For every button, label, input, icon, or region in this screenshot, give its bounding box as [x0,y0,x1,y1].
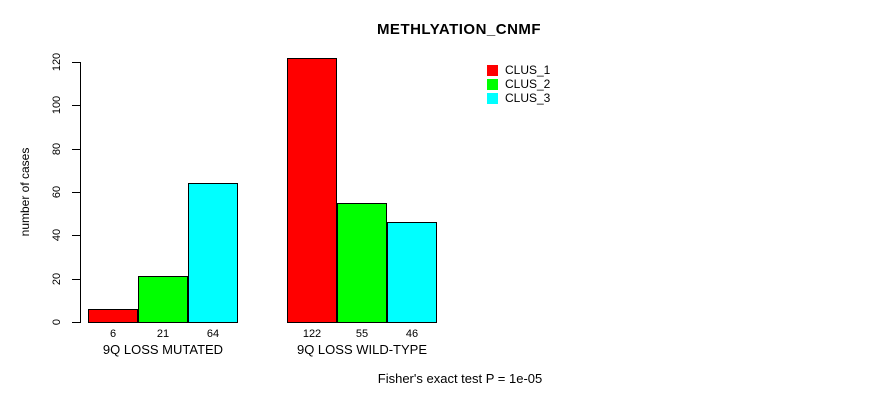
bar-clus_1-1 [88,309,138,323]
y-tick-label: 0 [51,318,63,326]
y-tick-label: 40 [51,229,63,242]
y-tick-mark [72,278,80,280]
legend-swatch-clus3 [487,92,498,104]
y-tick-label: 20 [51,272,63,285]
bar-value-label: 122 [302,328,322,340]
y-tick-label: 120 [51,52,63,72]
legend-swatch-clus1 [487,64,498,76]
legend-label: CLUS_2 [505,77,551,91]
y-tick-label: 80 [51,142,63,155]
y-tick-mark [72,192,80,193]
legend-item: CLUS_3 [487,91,550,105]
bar-clus_1-2 [287,58,337,323]
bar-value-label: 64 [206,328,220,340]
category-label: 9Q LOSS MUTATED [102,342,224,357]
y-tick-mark [72,62,80,63]
bar-value-label: 55 [355,328,369,340]
bar-value-label: 6 [109,328,117,340]
bar-value-label: 46 [405,328,419,340]
bar-clus_2-2 [337,203,387,323]
chart-title: METHLYATION_CNMF [376,21,542,38]
y-tick-label: 100 [51,96,63,115]
bar-value-label: 21 [156,328,170,340]
legend-label: CLUS_3 [505,91,551,105]
category-label: 9Q LOSS WILD-TYPE [296,342,428,357]
legend-item: CLUS_1 [487,63,550,77]
y-axis-label: number of cases [18,147,32,237]
y-tick-mark [72,105,80,107]
y-axis [80,62,81,323]
legend-swatch-clus2 [487,78,498,90]
y-tick-label: 60 [51,185,63,199]
y-tick-mark [72,235,80,237]
y-tick-mark [72,322,80,323]
bar-clus_3-1 [188,183,238,323]
bar-clus_2-1 [138,276,188,323]
y-tick-mark [72,148,80,150]
stat-test-caption: Fisher's exact test P = 1e-05 [377,371,543,386]
legend-item: CLUS_2 [487,77,550,91]
legend: CLUS_1 CLUS_2 CLUS_3 [487,63,550,105]
bar-clus_3-2 [387,222,437,323]
legend-label: CLUS_1 [505,63,551,77]
